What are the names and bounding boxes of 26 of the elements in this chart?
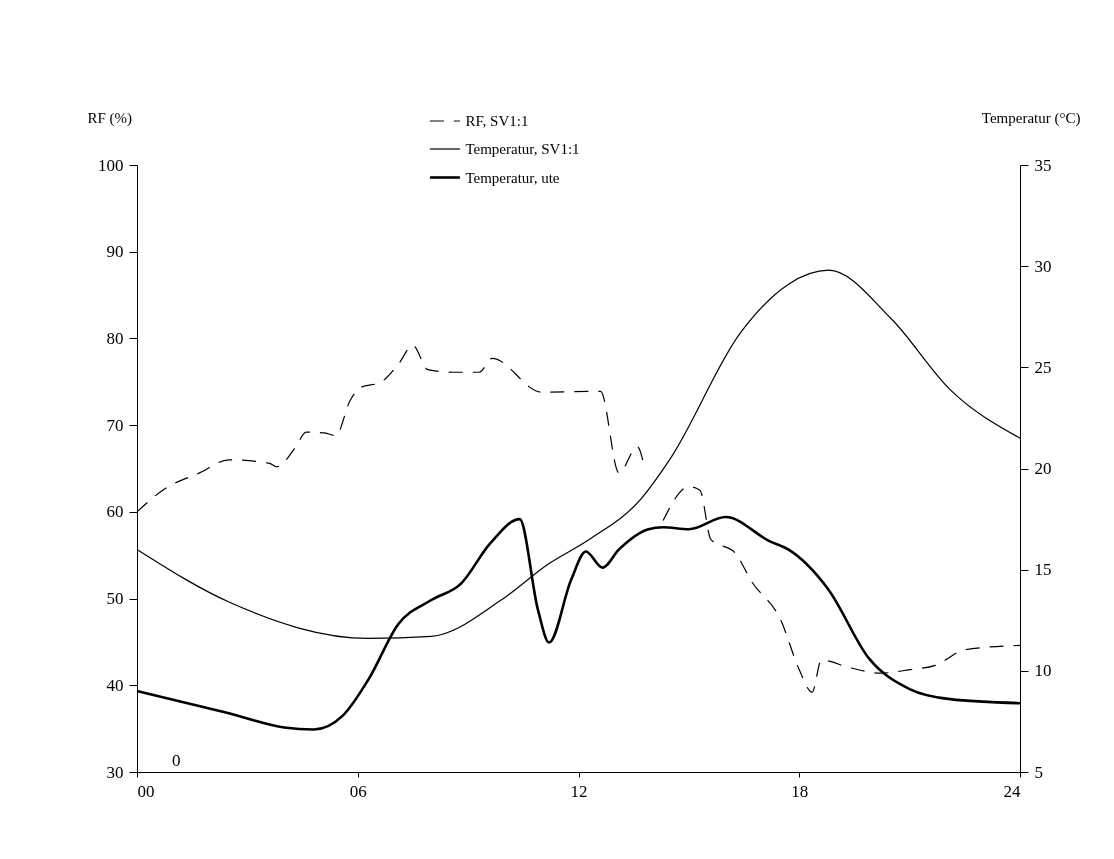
- y-tick-label: 60: [106, 502, 124, 522]
- y2-tick-label: 20: [1034, 459, 1052, 478]
- legend-label: Temperatur, ute: [465, 169, 560, 186]
- legend-label: RF, SV1:1: [465, 113, 529, 129]
- y-tick-label: 80: [106, 328, 124, 348]
- y2-tick-label: 5: [1034, 762, 1043, 782]
- x-tick-label: 12: [570, 781, 588, 801]
- y-tick-label: 70: [106, 415, 124, 435]
- annotation: 0: [172, 751, 181, 770]
- y-tick-label: 90: [106, 242, 124, 262]
- x-tick-label: 06: [349, 781, 367, 801]
- y2-tick-label: 15: [1034, 560, 1052, 580]
- y2-tick-label: 25: [1034, 357, 1052, 377]
- y-tick-label: 100: [98, 155, 124, 175]
- y-axis-title: RF (%): [87, 109, 133, 127]
- x-tick-label: 00: [137, 781, 155, 801]
- y-tick-label: 50: [106, 589, 124, 609]
- y2-tick-label: 35: [1034, 155, 1052, 175]
- x-tick-label: 18: [791, 781, 809, 801]
- y2-tick-label: 30: [1034, 256, 1052, 276]
- legend-label: Temperatur, SV1:1: [465, 141, 580, 157]
- y2-axis-title: Temperatur (°C): [981, 109, 1081, 127]
- y-tick-label: 40: [106, 675, 124, 695]
- y-tick-label: 30: [106, 762, 124, 782]
- x-tick-label: 24: [1003, 781, 1021, 801]
- y2-tick-label: 10: [1034, 661, 1052, 681]
